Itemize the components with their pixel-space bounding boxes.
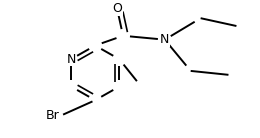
Text: Br: Br bbox=[46, 109, 59, 122]
Text: O: O bbox=[112, 2, 122, 15]
Text: N: N bbox=[66, 53, 76, 66]
Text: N: N bbox=[160, 33, 170, 46]
